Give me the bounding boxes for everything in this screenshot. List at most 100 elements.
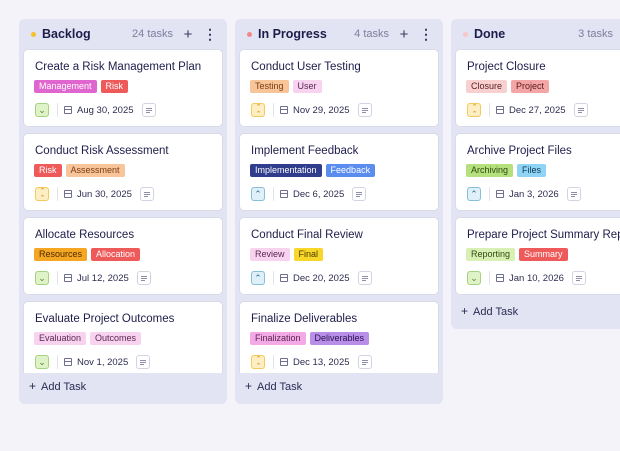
task-card[interactable]: Finalize Deliverables Finalization Deliver… <box>239 301 439 373</box>
task-card[interactable]: Conduct User Testing Testing User ⌃⌃ Nov 29,… <box>239 49 439 127</box>
priority-medium-icon[interactable]: ⌃ <box>251 187 265 201</box>
task-footer: ⌃⌃ Dec 13, 2025 <box>251 355 372 369</box>
add-card-plus-icon[interactable]: + <box>399 25 409 43</box>
task-title: Conduct Risk Assessment <box>35 145 169 157</box>
due-date[interactable]: Nov 29, 2025 <box>273 103 350 117</box>
calendar-icon <box>280 358 288 366</box>
calendar-icon <box>496 106 504 114</box>
due-date[interactable]: Dec 6, 2025 <box>273 187 344 201</box>
task-tag: Reporting <box>466 248 516 261</box>
description-icon[interactable] <box>357 271 372 285</box>
task-title: Prepare Project Summary Report <box>467 229 620 241</box>
task-tag: User <box>292 80 322 93</box>
priority-low-icon[interactable]: ⌄ <box>467 271 481 285</box>
priority-medium-icon[interactable]: ⌃ <box>251 271 265 285</box>
description-icon[interactable] <box>357 103 372 117</box>
due-date[interactable]: Jan 3, 2026 <box>489 187 559 201</box>
calendar-icon <box>496 190 504 198</box>
due-date-text: Dec 13, 2025 <box>293 356 350 368</box>
add-task-label: Add Task <box>473 306 519 318</box>
priority-medium-icon[interactable]: ⌃ <box>467 187 481 201</box>
task-title: Evaluate Project Outcomes <box>35 313 175 325</box>
task-card[interactable]: Conduct Final Review Review Final ⌃ Dec 20, … <box>239 217 439 295</box>
more-options-icon[interactable]: ⋮ <box>419 25 433 42</box>
task-tags: Management Risk <box>34 80 129 93</box>
task-tag: Outcomes <box>90 332 142 345</box>
task-card[interactable]: Create a Risk Management Plan Management R… <box>23 49 223 127</box>
description-icon[interactable] <box>136 271 151 285</box>
due-date[interactable]: Dec 20, 2025 <box>273 271 350 285</box>
calendar-icon <box>496 274 504 282</box>
description-icon[interactable] <box>139 187 154 201</box>
add-task-button[interactable]: + Add Task <box>245 379 302 393</box>
due-date[interactable]: Aug 30, 2025 <box>57 103 134 117</box>
task-card[interactable]: Conduct Risk Assessment Risk Assessment ⌃⌃ J… <box>23 133 223 211</box>
priority-high-icon[interactable]: ⌃⌃ <box>251 355 265 369</box>
task-footer: ⌃ Jan 3, 2026 <box>467 187 581 201</box>
description-icon[interactable] <box>573 103 588 117</box>
priority-high-icon[interactable]: ⌃⌃ <box>35 187 49 201</box>
calendar-icon <box>280 190 288 198</box>
task-tags: Risk Assessment <box>34 164 125 177</box>
priority-low-icon[interactable]: ⌄ <box>35 271 49 285</box>
due-date-text: Aug 30, 2025 <box>77 104 134 116</box>
description-icon[interactable] <box>566 187 581 201</box>
due-date[interactable]: Jan 10, 2026 <box>489 271 564 285</box>
task-tags: Reporting Summary <box>466 248 568 261</box>
task-tag: Assessment <box>65 164 125 177</box>
due-date[interactable]: Jul 12, 2025 <box>57 271 129 285</box>
description-icon[interactable] <box>571 271 586 285</box>
task-title: Archive Project Files <box>467 145 572 157</box>
task-card[interactable]: Allocate Resources Resources Allocation ⌄ Ju… <box>23 217 223 295</box>
task-tags: Archiving Files <box>466 164 547 177</box>
task-tags: Implementation Feedback <box>250 164 376 177</box>
due-date[interactable]: Nov 1, 2025 <box>57 355 128 369</box>
task-card[interactable]: Implement Feedback Implementation Feedback… <box>239 133 439 211</box>
task-tag: Evaluation <box>34 332 87 345</box>
due-date[interactable]: Dec 27, 2025 <box>489 103 566 117</box>
task-card[interactable]: Project Closure Closure Project ⌃⌃ Dec 27, 2… <box>455 49 620 127</box>
task-footer: ⌃⌃ Jun 30, 2025 <box>35 187 154 201</box>
task-card[interactable]: Archive Project Files Archiving Files ⌃ Jan … <box>455 133 620 211</box>
calendar-icon <box>64 190 72 198</box>
calendar-icon <box>280 274 288 282</box>
priority-low-icon[interactable]: ⌄ <box>35 355 49 369</box>
column-task-count: 4 tasks <box>354 28 389 40</box>
column-title: Backlog <box>42 27 91 41</box>
add-task-button[interactable]: + Add Task <box>29 379 86 393</box>
column-backlog: Backlog 24 tasks + ⋮ Create a Risk Manag… <box>19 19 227 404</box>
description-icon[interactable] <box>141 103 156 117</box>
more-options-icon[interactable]: ⋮ <box>203 25 217 42</box>
column-done: Done 3 tasks Project Closure Closure Proje… <box>451 19 620 329</box>
add-card-plus-icon[interactable]: + <box>183 25 193 43</box>
calendar-icon <box>64 274 72 282</box>
description-icon[interactable] <box>357 355 372 369</box>
description-icon[interactable] <box>136 355 151 369</box>
task-card[interactable]: Prepare Project Summary Report ReportingS… <box>455 217 620 295</box>
due-date[interactable]: Dec 13, 2025 <box>273 355 350 369</box>
task-title: Conduct Final Review <box>251 229 363 241</box>
due-date-text: Jan 10, 2026 <box>509 272 564 284</box>
priority-high-icon[interactable]: ⌃⌃ <box>467 103 481 117</box>
description-icon[interactable] <box>352 187 367 201</box>
task-tag: Risk <box>100 80 129 93</box>
column-header: Backlog 24 tasks + ⋮ <box>19 19 227 49</box>
task-tag: Resources <box>34 248 88 261</box>
task-title: Create a Risk Management Plan <box>35 61 202 73</box>
due-date-text: Jan 3, 2026 <box>509 188 559 200</box>
task-tag: Finalization <box>250 332 306 345</box>
add-task-button[interactable]: + Add Task <box>461 304 518 318</box>
priority-low-icon[interactable]: ⌄ <box>35 103 49 117</box>
due-date[interactable]: Jun 30, 2025 <box>57 187 132 201</box>
plus-icon: + <box>461 304 469 318</box>
task-tag: Review <box>250 248 290 261</box>
task-tag: Management <box>34 80 97 93</box>
task-card[interactable]: Evaluate Project Outcomes Evaluation Outco… <box>23 301 223 373</box>
due-date-text: Dec 6, 2025 <box>293 188 345 200</box>
task-title: Finalize Deliverables <box>251 313 358 325</box>
priority-high-icon[interactable]: ⌃⌃ <box>251 103 265 117</box>
task-title: Project Closure <box>467 61 546 73</box>
task-tag: Final <box>293 248 324 261</box>
task-tags: Review Final <box>250 248 324 261</box>
